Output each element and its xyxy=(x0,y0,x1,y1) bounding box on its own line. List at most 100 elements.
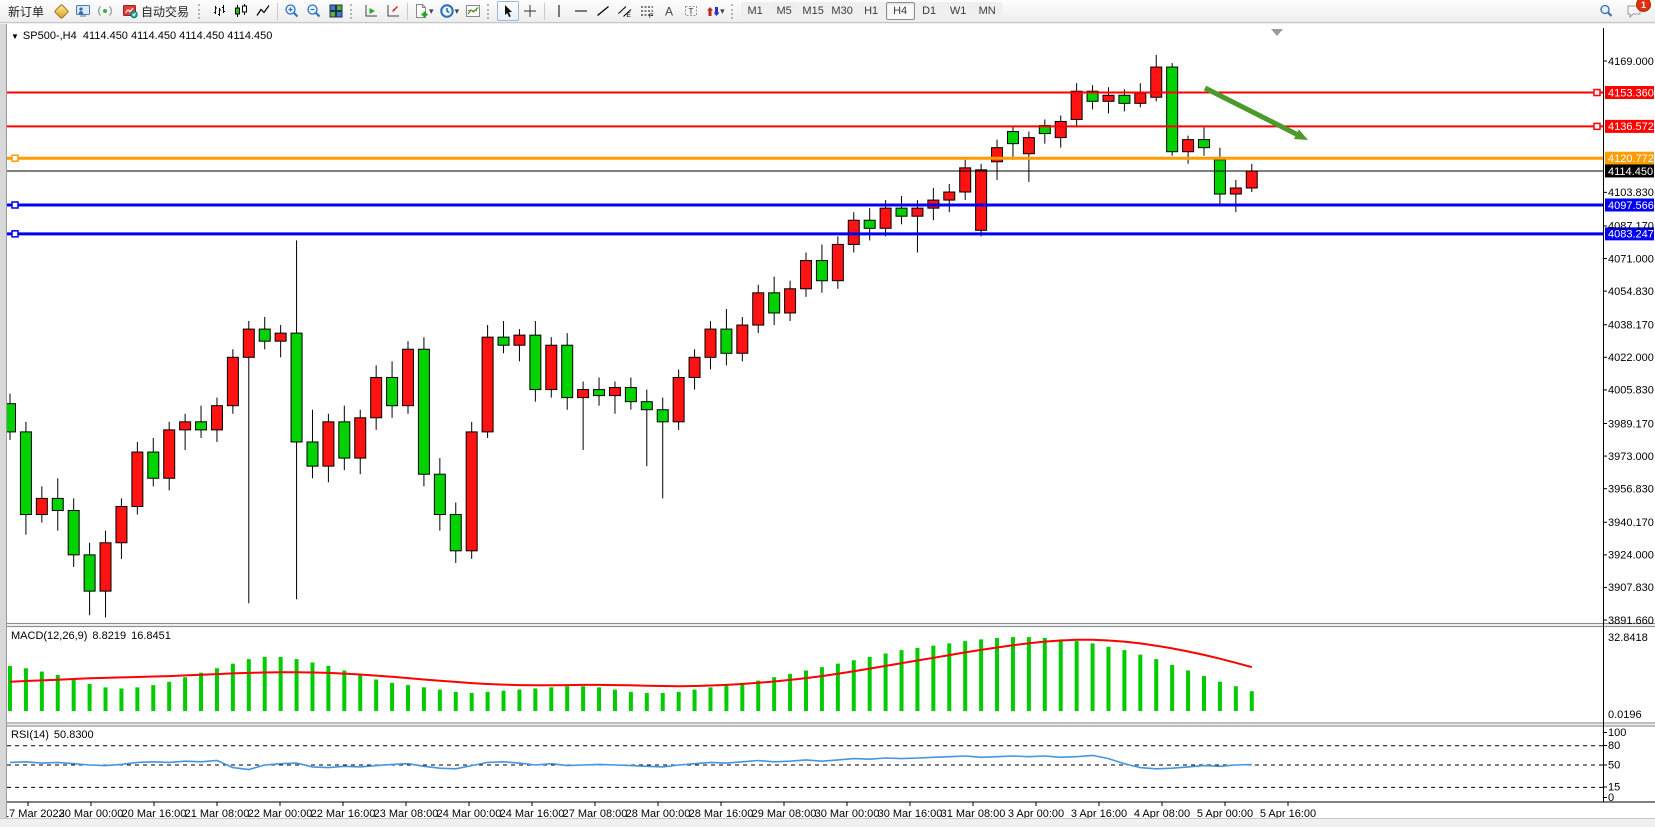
search-icon xyxy=(1600,4,1613,17)
candlestick-icon xyxy=(235,4,248,17)
svg-text:3891.660: 3891.660 xyxy=(1608,615,1654,627)
indicators-window-button[interactable] xyxy=(462,1,484,21)
svg-text:100: 100 xyxy=(1608,727,1626,739)
text-icon: A xyxy=(665,5,673,19)
tile-windows-button[interactable] xyxy=(325,1,347,21)
auto-trading-icon xyxy=(123,5,138,19)
chevron-down-icon: ▾ xyxy=(720,5,725,16)
svg-text:4114.450: 4114.450 xyxy=(1608,166,1653,178)
svg-text:4038.170: 4038.170 xyxy=(1608,320,1654,332)
bar-chart-button[interactable] xyxy=(208,1,230,21)
fibonacci-icon: F xyxy=(641,6,654,19)
chart-symbol-period: SP500-,H4 xyxy=(22,30,77,42)
svg-text:3924.000: 3924.000 xyxy=(1608,550,1654,562)
timeframe-mn[interactable]: MN xyxy=(972,2,1002,20)
line-chart-button[interactable] xyxy=(252,1,274,21)
window-bottom-strip xyxy=(0,818,1655,827)
line-chart-icon xyxy=(256,5,270,16)
zoom-in-button[interactable] xyxy=(281,1,303,21)
ohlc-high: 4114.450 xyxy=(131,30,177,42)
svg-text:22 Mar 16:00: 22 Mar 16:00 xyxy=(311,808,376,818)
timeframe-d1[interactable]: D1 xyxy=(914,2,944,20)
svg-text:4022.000: 4022.000 xyxy=(1608,352,1654,364)
cursor-button[interactable] xyxy=(497,1,520,21)
timeframe-m30[interactable]: M30 xyxy=(827,2,857,20)
chart-shift-marker[interactable] xyxy=(1271,29,1283,36)
rsi-label: RSI(14) 50.8300 xyxy=(11,729,94,741)
trendline-icon xyxy=(597,5,610,17)
zoom-out-button[interactable] xyxy=(303,1,325,21)
svg-text:20 Mar 00:00: 20 Mar 00:00 xyxy=(59,808,124,818)
one-click-button[interactable] xyxy=(50,1,72,21)
text-label-button[interactable]: T xyxy=(680,1,702,21)
periods-button[interactable]: ▾ xyxy=(437,1,463,21)
svg-text:A: A xyxy=(665,5,673,19)
tile-windows-icon xyxy=(329,4,343,18)
notifications-button[interactable]: 1 xyxy=(1623,0,1651,21)
search-button[interactable] xyxy=(1595,1,1617,21)
toolbar-grip[interactable] xyxy=(487,3,492,19)
text-button[interactable]: A xyxy=(658,1,680,21)
svg-text:3989.170: 3989.170 xyxy=(1608,418,1654,430)
toolbar-separator xyxy=(407,2,409,20)
candlestick-series xyxy=(4,54,1258,618)
line-handle xyxy=(1593,122,1601,131)
macd-value: 8.8219 xyxy=(92,630,127,642)
signals-button[interactable] xyxy=(94,1,116,21)
line-handle xyxy=(11,201,19,209)
toolbar-grip[interactable] xyxy=(198,3,203,19)
svg-text:3 Apr 00:00: 3 Apr 00:00 xyxy=(1008,808,1064,818)
chart-header: ▼ SP500-,H4 4114.450 4114.450 4114.450 41… xyxy=(11,30,272,42)
cursor-icon xyxy=(505,5,513,18)
trend-arrow[interactable] xyxy=(1203,85,1298,137)
expert-advisors-button[interactable] xyxy=(72,1,94,21)
horizontal-line-button[interactable] xyxy=(570,1,592,21)
svg-text:27 Mar 08:00: 27 Mar 08:00 xyxy=(563,808,628,818)
equidistant-channel-icon: E xyxy=(618,6,632,19)
timeframe-m5[interactable]: M5 xyxy=(769,2,799,20)
crosshair-button[interactable] xyxy=(519,1,541,21)
expert-advisor-icon xyxy=(76,5,91,17)
svg-text:4083.247: 4083.247 xyxy=(1608,229,1654,241)
timeframe-h4[interactable]: H4 xyxy=(885,2,915,20)
vertical-line-icon xyxy=(558,5,560,17)
trendline-button[interactable] xyxy=(592,1,614,21)
ohlc-open: 4114.450 xyxy=(82,30,128,42)
auto-trading-button[interactable]: 自动交易 xyxy=(116,1,195,21)
candlestick-button[interactable] xyxy=(230,1,252,21)
chart-shift-button[interactable] xyxy=(382,1,404,21)
svg-text:E: E xyxy=(627,12,632,19)
svg-text:3973.000: 3973.000 xyxy=(1608,451,1654,463)
svg-text:4097.566: 4097.566 xyxy=(1608,200,1654,212)
timeframe-m1[interactable]: M1 xyxy=(740,2,770,20)
new-order-button[interactable]: 新订单 xyxy=(2,1,50,21)
trend-arrow-head[interactable] xyxy=(1293,129,1308,140)
fibonacci-button[interactable]: F xyxy=(636,1,658,21)
notification-badge: 1 xyxy=(1636,0,1651,12)
toolbar-grip[interactable] xyxy=(730,3,736,19)
new-chart-button[interactable]: ▾ xyxy=(411,1,437,21)
price-axis: 4169.000 4103.830 4087.170 4071.000 4054.830… xyxy=(1603,56,1654,627)
arrows-button[interactable]: ▾ xyxy=(702,1,728,21)
svg-text:28 Mar 00:00: 28 Mar 00:00 xyxy=(626,808,691,818)
periods-clock-icon xyxy=(439,4,454,18)
indicators-window-icon xyxy=(466,5,481,17)
timeframe-h1[interactable]: H1 xyxy=(856,2,886,20)
svg-text:4120.772: 4120.772 xyxy=(1608,153,1654,165)
svg-text:3907.830: 3907.830 xyxy=(1608,582,1654,594)
svg-text:T: T xyxy=(689,7,694,16)
equidistant-channel-button[interactable]: E xyxy=(614,1,636,21)
timeframe-m15[interactable]: M15 xyxy=(798,2,828,20)
toolbar-grip[interactable] xyxy=(350,3,355,19)
chart-canvas[interactable]: 4153.3604136.5724120.7724114.4504097.566… xyxy=(0,24,1655,820)
price-line-label xyxy=(1605,151,1654,165)
auto-scroll-icon xyxy=(365,5,378,17)
svg-text:24 Mar 00:00: 24 Mar 00:00 xyxy=(437,808,502,818)
timeframe-w1[interactable]: W1 xyxy=(943,2,973,20)
svg-text:23 Mar 08:00: 23 Mar 08:00 xyxy=(374,808,439,818)
auto-scroll-button[interactable] xyxy=(360,1,382,21)
vertical-line-button[interactable] xyxy=(548,1,570,21)
one-click-expander-icon[interactable]: ▼ xyxy=(11,32,19,41)
